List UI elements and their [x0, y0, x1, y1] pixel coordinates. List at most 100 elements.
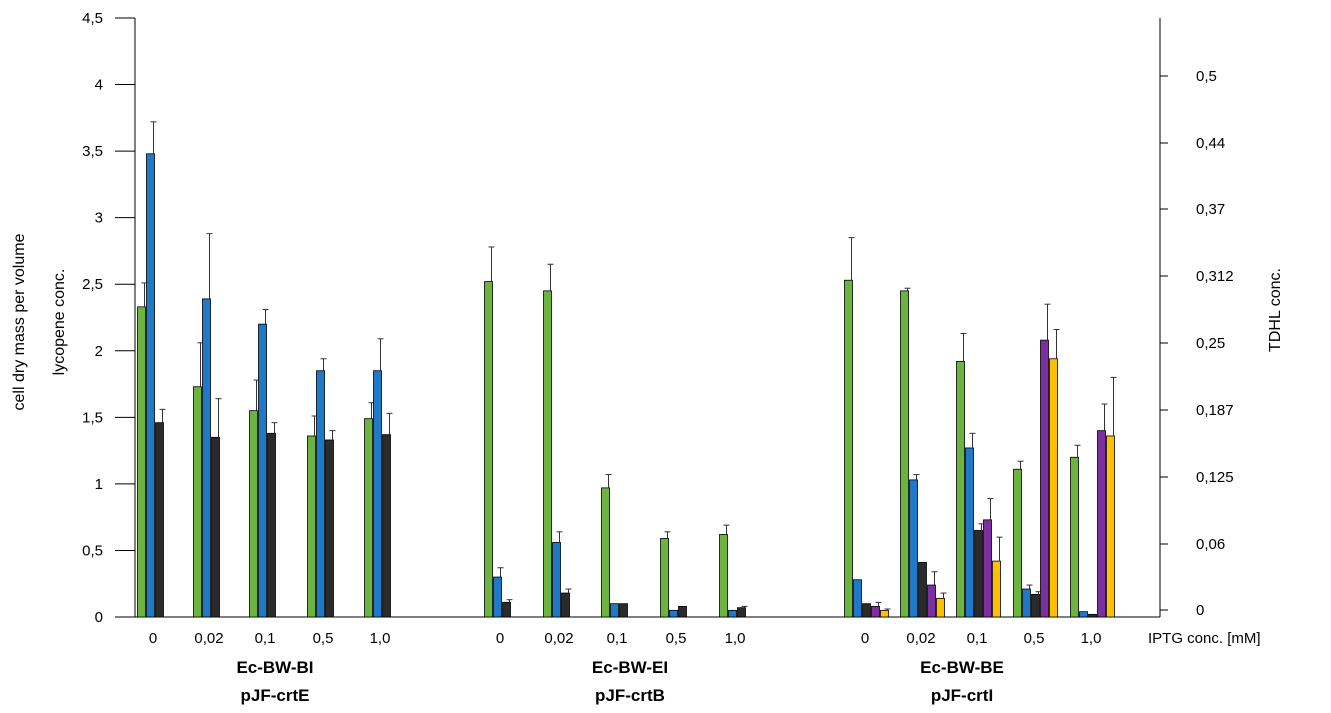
left-axis-title-line2: lycopene conc. [51, 269, 68, 376]
right-tick-label: 0,187 [1196, 402, 1234, 419]
bar [325, 439, 334, 618]
bar [737, 607, 746, 618]
right-tick-label: 0,25 [1196, 335, 1225, 352]
bar [249, 410, 258, 618]
bar [660, 538, 669, 618]
bar [493, 576, 502, 618]
group-label-line1: Ec-BW-BE [920, 658, 1004, 677]
bar [1040, 339, 1049, 618]
x-axis-title: IPTG conc. [mM] [1148, 630, 1261, 647]
bar [936, 597, 945, 618]
group-label-line1: Ec-BW-BI [236, 658, 313, 677]
bar [1106, 435, 1115, 618]
left-axis-title-line1: cell dry mass per volume [11, 233, 28, 410]
bar [853, 579, 862, 618]
x-tick-label: 0 [149, 630, 157, 647]
bar [1031, 593, 1040, 618]
x-tick-label: 0,1 [255, 630, 276, 647]
left-tick-label: 1,5 [82, 409, 103, 426]
right-tick-label: 0,37 [1196, 201, 1225, 218]
right-axis-title: TDHL conc. [1267, 268, 1284, 352]
right-tick-label: 0,312 [1196, 268, 1234, 285]
x-tick-label: 0,5 [1024, 630, 1045, 647]
bar [983, 519, 992, 618]
left-tick-label: 3,5 [82, 143, 103, 160]
bar [619, 603, 628, 618]
bar [502, 601, 511, 618]
right-tick-label: 0,44 [1196, 135, 1225, 152]
bar [880, 609, 889, 618]
group-label-line1: Ec-BW-EI [592, 658, 668, 677]
bar [258, 323, 267, 618]
left-tick-label: 0 [95, 609, 103, 626]
x-tick-label: 0,5 [666, 630, 687, 647]
bar [155, 422, 164, 618]
left-tick-label: 0,5 [82, 542, 103, 559]
bar [193, 386, 202, 618]
bar [267, 432, 276, 618]
right-tick-label: 0,06 [1196, 536, 1225, 553]
bar [484, 281, 493, 618]
bar [1070, 456, 1079, 618]
x-tick-label: 1,0 [725, 630, 746, 647]
bar [316, 370, 325, 618]
bar [844, 279, 853, 618]
right-tick-label: 0 [1196, 602, 1204, 619]
right-tick-label: 0,125 [1196, 469, 1234, 486]
bar [364, 418, 373, 618]
bar [601, 487, 610, 618]
bar [1022, 588, 1031, 618]
group-label-line2: pJF-crtE [241, 686, 310, 705]
bar [202, 298, 211, 618]
bar [678, 605, 687, 618]
bar [1097, 430, 1106, 618]
x-tick-label: 0,02 [194, 630, 223, 647]
bar [561, 592, 570, 618]
bar [373, 370, 382, 618]
x-tick-label: 0,02 [906, 630, 935, 647]
bar [137, 306, 146, 618]
labels-layer: 0 0,5 1 1,5 2 2,5 3 3,5 4 4,5 0 0,06 0,125 0,187 0,25 0… [82, 10, 1233, 705]
x-tick-label: 0 [496, 630, 504, 647]
bar [1079, 611, 1088, 618]
x-tick-label: 0,1 [607, 630, 628, 647]
x-tick-label: 1,0 [1081, 630, 1102, 647]
left-tick-label: 2 [95, 343, 103, 360]
bar [552, 542, 561, 618]
bar [669, 609, 678, 618]
x-tick-label: 0,02 [544, 630, 573, 647]
bar [307, 435, 316, 618]
bar [974, 530, 983, 618]
bar [719, 534, 728, 618]
bar [728, 609, 737, 618]
bar [146, 153, 155, 618]
left-tick-label: 4,5 [82, 10, 103, 27]
bar [862, 603, 871, 618]
bar [909, 479, 918, 618]
bar [992, 560, 1001, 618]
x-tick-label: 0,1 [967, 630, 988, 647]
left-tick-label: 2,5 [82, 276, 103, 293]
group-label-line2: pJF-crtI [931, 686, 993, 705]
x-tick-label: 1,0 [370, 630, 391, 647]
bar [900, 290, 909, 618]
bar [610, 603, 619, 618]
axes [115, 17, 1168, 618]
bar [918, 562, 927, 618]
bar [1013, 468, 1022, 618]
left-tick-label: 1 [95, 476, 103, 493]
bar [965, 447, 974, 618]
bar [211, 436, 220, 618]
left-tick-label: 3 [95, 210, 103, 227]
bars-layer [137, 121, 1117, 618]
x-tick-label: 0,5 [313, 630, 334, 647]
group-label-line2: pJF-crtB [595, 686, 665, 705]
right-tick-label: 0,5 [1196, 68, 1217, 85]
bar [382, 434, 391, 618]
x-tick-label: 0 [861, 630, 869, 647]
bar [543, 290, 552, 618]
bar [927, 584, 936, 618]
bar [1088, 613, 1097, 618]
left-tick-label: 4 [95, 77, 103, 94]
